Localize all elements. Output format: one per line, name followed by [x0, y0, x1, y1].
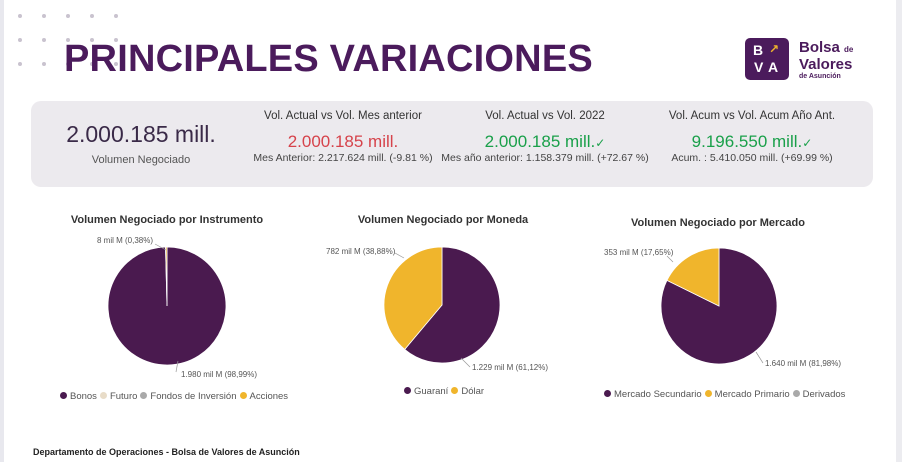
kpi-main-label: Volumen Negociado	[91, 154, 191, 166]
legend-label: Guaraní	[414, 386, 449, 397]
pie-leader-line	[755, 351, 764, 364]
logo-line-2: Valores	[799, 56, 853, 73]
check-icon: ✓	[595, 136, 606, 150]
legend-label: Mercado Secundario	[614, 389, 702, 400]
kpi-card-value: 2.000.185 mill.✓	[484, 132, 606, 151]
chart-title-instrumento: Volumen Negociado por Instrumento	[70, 214, 264, 226]
legend-swatch-icon	[140, 392, 148, 399]
legend-item[interactable]: Acciones	[239, 391, 289, 402]
logo-line-3: de Asunción	[799, 73, 841, 80]
decorative-dot	[18, 14, 22, 18]
decorative-dot	[18, 38, 22, 42]
decorative-dot	[90, 62, 94, 66]
legend-instrumento: Bonos Futuro Fondos de Inversión Acciones	[60, 391, 291, 402]
kpi-card-accumulated: Vol. Acum vs Vol. Acum Año Ant. 9.196.55…	[642, 109, 862, 165]
chart-title-mercado: Volumen Negociado por Mercado	[631, 217, 805, 229]
check-icon: ✓	[802, 136, 813, 150]
page-title: PRINCIPALES VARIACIONES	[64, 38, 593, 80]
legend-item[interactable]: Mercado Primario	[704, 389, 790, 400]
pie-data-label: 1.980 mil M (98,99%)	[181, 370, 257, 379]
logo-arrow-icon: ↗	[769, 42, 780, 56]
logo-line-1: Bolsa	[799, 39, 840, 56]
pie-leader-line	[460, 357, 471, 368]
decorative-dot	[42, 38, 46, 42]
logo-line-1-small: de	[844, 45, 854, 54]
decorative-dot	[18, 62, 22, 66]
decorative-dot	[66, 14, 70, 18]
kpi-card-value: 2.000.185 mill.	[287, 132, 399, 151]
kpi-main-value: 2.000.185 mill.	[66, 121, 216, 147]
decorative-dot	[90, 38, 94, 42]
kpi-card-year: Vol. Actual vs Vol. 2022 2.000.185 mill.…	[435, 109, 655, 165]
legend-label: Bonos	[70, 391, 97, 402]
legend-swatch-icon	[451, 387, 459, 394]
pie-leader-line	[154, 243, 167, 251]
legend-swatch-icon	[60, 392, 67, 399]
legend-label: Fondos de Inversión	[150, 391, 237, 402]
legend-swatch-icon	[704, 390, 712, 397]
decorative-dot	[114, 38, 118, 42]
legend-swatch-icon	[99, 392, 107, 399]
logo-letter-a: A	[768, 59, 779, 75]
pie-leader-line	[394, 252, 405, 259]
kpi-card-value: 9.196.550 mill.✓	[691, 132, 813, 151]
legend-label: Dólar	[461, 386, 485, 397]
pie-leader-line	[666, 255, 674, 263]
pie-data-label: 353 mil M (17,65%)	[604, 248, 674, 257]
pie-slice-acciones[interactable]	[165, 246, 168, 307]
decorative-dot	[42, 62, 46, 66]
legend-mercado: Mercado Secundario Mercado Primario Deriva…	[604, 389, 848, 400]
decorative-dot	[66, 62, 70, 66]
pie-slice-guaran-[interactable]	[404, 246, 501, 364]
kpi-card-header: Vol. Actual vs Vol. Mes anterior	[264, 110, 422, 122]
decorative-dot	[90, 14, 94, 18]
legend-swatch-icon	[604, 390, 611, 397]
legend-swatch-icon	[792, 390, 800, 397]
decorative-dot	[42, 14, 46, 18]
pie-data-label: 8 mil M (0,38%)	[97, 236, 153, 245]
right-scroll-edge	[896, 0, 902, 462]
kpi-card-subtext: Mes Anterior: 2.217.624 mill. (-9.81 %)	[253, 152, 433, 164]
legend-item[interactable]: Fondos de Inversión	[140, 391, 237, 402]
kpi-card-header: Vol. Acum vs Vol. Acum Año Ant.	[668, 110, 836, 122]
logo-wordmark: Bolsa de Valores de Asunción	[799, 40, 853, 81]
pie-data-label: 1.640 mil M (81,98%)	[765, 359, 841, 368]
bva-logo-icon: B ↗ V A	[745, 38, 789, 80]
kpi-card-subtext: Mes año anterior: 1.158.379 mill. (+72.6…	[441, 152, 649, 164]
decorative-dot	[114, 62, 118, 66]
pie-slice-mercado-primario[interactable]	[666, 247, 720, 307]
legend-swatch-icon	[239, 392, 247, 399]
decorative-dot	[66, 38, 70, 42]
kpi-card-month: Vol. Actual vs Vol. Mes anterior 2.000.1…	[233, 109, 453, 165]
kpi-panel: 2.000.185 mill. Volumen Negociado Vol. A…	[31, 101, 873, 187]
pie-leader-line	[175, 360, 179, 373]
legend-item[interactable]: Mercado Secundario	[604, 389, 702, 400]
legend-item[interactable]: Dólar	[451, 386, 484, 397]
legend-swatch-icon	[404, 387, 411, 394]
legend-label: Acciones	[249, 391, 289, 402]
legend-label: Derivados	[802, 389, 846, 400]
kpi-card-header: Vol. Actual vs Vol. 2022	[485, 110, 605, 122]
decorative-dot-grid	[18, 14, 128, 68]
legend-moneda: Guaraní Dólar	[404, 386, 487, 397]
legend-label: Mercado Primario	[714, 389, 790, 400]
decorative-dot	[114, 14, 118, 18]
footer-text: Departamento de Operaciones - Bolsa de V…	[33, 447, 300, 457]
pie-data-label: 1.229 mil M (61,12%)	[472, 363, 548, 372]
logo-letter-b: B	[753, 42, 764, 58]
legend-item[interactable]: Bonos	[60, 391, 97, 402]
legend-item[interactable]: Guaraní	[404, 386, 448, 397]
legend-label: Futuro	[109, 391, 138, 402]
legend-item[interactable]: Derivados	[792, 389, 846, 400]
left-border	[0, 0, 4, 462]
pie-slice-d-lar[interactable]	[383, 246, 443, 350]
legend-item[interactable]: Futuro	[99, 391, 138, 402]
logo-letter-v: V	[754, 59, 764, 75]
pie-data-label: 782 mil M (38,88%)	[326, 247, 396, 256]
kpi-card-subtext: Acum. : 5.410.050 mill. (+69.99 %)	[671, 152, 833, 164]
chart-title-moneda: Volumen Negociado por Moneda	[357, 214, 529, 226]
